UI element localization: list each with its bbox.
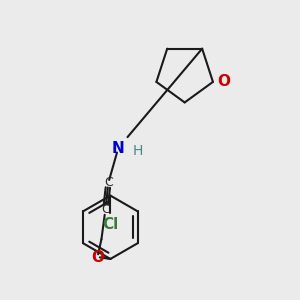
Text: O: O [91,250,104,265]
Text: H: H [132,144,142,158]
Text: C: C [104,176,113,189]
Text: N: N [112,140,125,155]
Text: Cl: Cl [102,218,119,232]
Text: C: C [101,203,110,216]
Text: O: O [217,74,230,89]
